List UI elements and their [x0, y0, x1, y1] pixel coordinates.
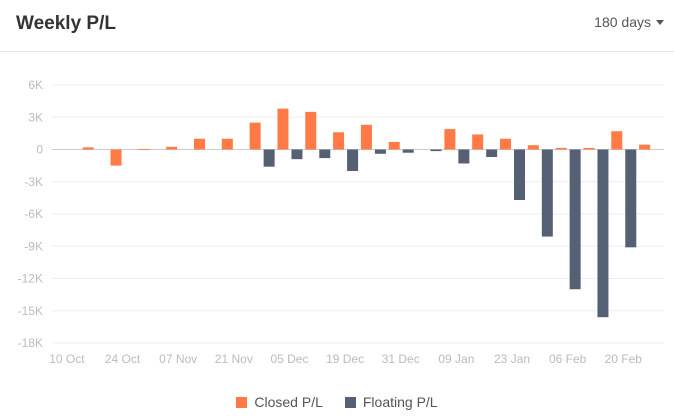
y-tick-label: -18K — [18, 336, 43, 350]
x-tick-label: 19 Dec — [326, 352, 364, 366]
x-tick-label: 10 Oct — [49, 352, 85, 366]
floating-pl-bar — [486, 149, 498, 158]
x-tick-label: 21 Nov — [215, 352, 253, 366]
bars — [82, 108, 651, 318]
legend-label-closed: Closed P/L — [254, 394, 323, 410]
y-tick-label: -15K — [18, 304, 43, 318]
y-tick-label: 3K — [28, 110, 43, 124]
x-tick-label: 24 Oct — [105, 352, 141, 366]
x-axis-ticks: 10 Oct 24 Oct 07 Nov 21 Nov 05 Dec 19 Dec 31 D… — [49, 352, 642, 366]
x-tick-label: 31 Dec — [382, 352, 420, 366]
floating-pl-bar — [374, 149, 386, 154]
closed-pl-bar — [166, 146, 178, 150]
closed-pl-bar — [611, 131, 623, 150]
closed-pl-bar — [110, 149, 122, 166]
x-tick-label: 06 Feb — [549, 352, 587, 366]
closed-pl-bar — [527, 145, 539, 150]
closed-pl-bar — [388, 141, 400, 150]
y-axis-ticks: 6K 3K 0 -3K -6K -9K -12K -15K -18K — [18, 78, 44, 350]
y-tick-label: -9K — [24, 239, 43, 253]
floating-pl-bar — [430, 149, 442, 152]
bar-chart: 6K 3K 0 -3K -6K -9K -12K -15K -18K 10 Oct 24 Oct 0… — [18, 78, 664, 366]
closed-pl-bar — [221, 138, 233, 150]
x-tick-label: 23 Jan — [494, 352, 530, 366]
closed-pl-bar — [444, 129, 456, 150]
card-header: Weekly P/L 180 days — [0, 0, 674, 52]
closed-pl-bar — [360, 124, 372, 150]
y-tick-label: 6K — [28, 78, 43, 92]
period-label: 180 days — [594, 14, 651, 30]
x-tick-label: 05 Dec — [270, 352, 308, 366]
closed-pl-bar — [305, 111, 317, 150]
caret-down-icon — [656, 19, 664, 25]
legend-item-closed[interactable]: Closed P/L — [236, 394, 323, 410]
y-tick-label: -6K — [24, 207, 43, 221]
card-title: Weekly P/L — [16, 13, 116, 34]
y-tick-label: 0 — [36, 143, 43, 157]
floating-pl-bar — [541, 149, 553, 237]
legend-swatch-floating — [344, 396, 356, 408]
closed-pl-bar — [277, 108, 289, 150]
legend-label-floating: Floating P/L — [362, 394, 438, 410]
closed-pl-bar — [555, 147, 567, 150]
floating-pl-bar — [402, 149, 414, 153]
closed-pl-bar — [194, 138, 205, 150]
x-tick-label: 07 Nov — [159, 352, 197, 366]
closed-pl-bar — [639, 144, 651, 150]
legend-item-floating[interactable]: Floating P/L — [344, 394, 438, 410]
floating-pl-bar — [597, 149, 609, 318]
period-dropdown[interactable]: 180 days — [594, 14, 664, 30]
floating-pl-bar — [514, 149, 525, 201]
closed-pl-bar — [583, 147, 595, 150]
closed-pl-bar — [249, 122, 261, 150]
closed-pl-bar — [472, 134, 484, 150]
closed-pl-bar — [138, 148, 150, 150]
floating-pl-bar — [319, 149, 331, 159]
closed-pl-bar — [82, 147, 94, 150]
floating-pl-bar — [625, 149, 637, 248]
legend-swatch-closed — [236, 396, 248, 408]
floating-pl-bar — [569, 149, 581, 290]
floating-pl-bar — [347, 149, 359, 171]
x-tick-label: 09 Jan — [438, 352, 474, 366]
floating-pl-bar — [291, 149, 303, 160]
closed-pl-bar — [333, 132, 345, 150]
floating-pl-bar — [263, 149, 275, 167]
y-tick-label: -12K — [18, 272, 43, 286]
floating-pl-bar — [458, 149, 470, 164]
y-tick-label: -3K — [24, 175, 43, 189]
x-tick-label: 20 Feb — [605, 352, 643, 366]
grid-lines — [52, 84, 664, 344]
chart-legend: Closed P/L Floating P/L — [0, 394, 674, 410]
closed-pl-bar — [500, 138, 511, 150]
